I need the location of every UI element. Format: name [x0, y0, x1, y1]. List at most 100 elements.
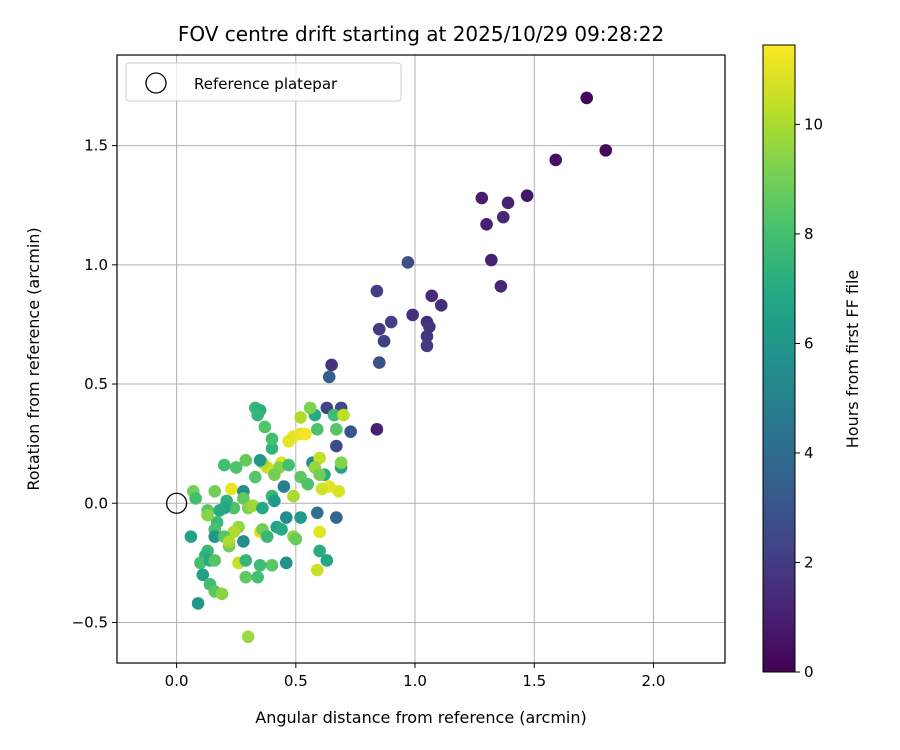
data-point-11 [434, 299, 448, 312]
data-point-124 [194, 556, 207, 570]
data-point-100 [260, 530, 274, 543]
data-point-90 [237, 492, 250, 505]
x-axis-label: Angular distance from reference (arcmin) [255, 708, 586, 727]
data-point-4 [475, 191, 489, 205]
data-point-31 [310, 506, 324, 520]
data-point-38 [310, 423, 324, 436]
data-point-118 [208, 530, 222, 543]
data-point-2 [549, 153, 563, 167]
data-point-15 [420, 330, 434, 343]
grid-lines [117, 55, 725, 663]
data-point-28 [344, 425, 357, 439]
data-point-1 [599, 144, 613, 157]
data-point-8 [485, 253, 498, 267]
data-point-41 [337, 408, 350, 422]
data-point-56 [294, 511, 307, 524]
y-tick-label: −0.5 [72, 613, 108, 631]
reference-marker-group [165, 492, 188, 514]
data-point-127 [196, 568, 210, 582]
data-point-93 [256, 501, 269, 515]
data-point-92 [246, 499, 260, 512]
data-point-78 [268, 468, 281, 481]
data-point-30 [330, 511, 343, 524]
colorbar-tick-label: 10 [804, 115, 823, 133]
y-tick-label: 0.5 [84, 375, 108, 393]
data-point-19 [372, 322, 386, 336]
data-point-85 [239, 454, 253, 467]
x-tick-label: 2.0 [642, 672, 666, 690]
y-tick-label: 1.0 [84, 256, 108, 274]
data-point-88 [225, 482, 238, 496]
y-tick-label: 1.5 [84, 137, 108, 155]
data-point-45 [282, 434, 295, 448]
colorbar: 0 2 4 6 8 10 Hours from first FF file [762, 44, 862, 681]
data-point-68 [251, 570, 264, 584]
data-point-9 [494, 279, 508, 293]
x-tick-label: 0.0 [165, 672, 189, 690]
data-point-0 [580, 91, 594, 105]
data-point-18 [384, 315, 398, 329]
data-point-86 [229, 461, 243, 474]
data-point-25 [370, 423, 384, 436]
data-point-116 [189, 492, 202, 505]
data-point-5 [480, 217, 493, 231]
data-point-117 [184, 530, 198, 543]
data-point-40 [294, 411, 307, 424]
data-point-6 [501, 196, 515, 210]
data-point-46 [313, 451, 326, 465]
data-point-22 [372, 356, 386, 369]
data-point-81 [258, 420, 272, 434]
data-point-112 [208, 485, 222, 498]
colorbar-tick-label: 4 [804, 444, 814, 462]
data-point-69 [239, 570, 253, 584]
data-point-76 [253, 454, 267, 467]
data-point-39 [303, 401, 317, 415]
data-point-17 [370, 284, 384, 298]
data-point-23 [325, 358, 338, 372]
data-point-16 [420, 339, 434, 353]
data-point-102 [227, 525, 241, 539]
data-point-77 [248, 470, 262, 484]
legend: Reference platepar [125, 62, 402, 102]
chart-title: FOV centre drift starting at 2025/10/29 … [178, 22, 664, 46]
data-point-58 [277, 480, 291, 493]
data-point-64 [310, 563, 324, 577]
colorbar-gradient [762, 44, 796, 673]
data-point-24 [322, 370, 336, 384]
data-point-103 [237, 535, 250, 548]
legend-reference-marker [145, 72, 167, 94]
data-point-63 [320, 554, 334, 567]
data-point-114 [201, 508, 214, 522]
data-point-55 [287, 489, 300, 503]
data-point-61 [313, 525, 326, 539]
y-axis-label: Rotation from reference (arcmin) [24, 227, 43, 490]
data-point-95 [268, 494, 281, 508]
data-point-109 [213, 504, 226, 517]
data-point-131 [191, 597, 205, 610]
legend-box [125, 62, 402, 102]
data-point-44 [299, 427, 312, 441]
colorbar-tick-label: 0 [804, 663, 814, 681]
reference-platepar-marker [165, 492, 188, 514]
data-point-7 [496, 210, 510, 224]
data-point-36 [327, 408, 341, 422]
data-point-79 [265, 442, 279, 455]
data-point-130 [215, 587, 229, 601]
data-point-51 [301, 477, 315, 491]
data-point-37 [330, 423, 343, 436]
x-axis-ticks: 0.0 0.5 1.0 1.5 2.0 [165, 663, 666, 690]
data-point-20 [377, 334, 391, 348]
data-point-70 [241, 630, 255, 644]
y-tick-label: 0.0 [84, 494, 108, 512]
data-point-105 [239, 554, 253, 567]
data-point-48 [334, 456, 348, 470]
data-point-10 [425, 289, 439, 303]
data-point-80 [265, 432, 279, 446]
data-point-57 [279, 511, 293, 524]
colorbar-tick-label: 6 [804, 334, 814, 352]
y-axis-ticks: −0.5 0.0 0.5 1.0 1.5 [72, 137, 117, 631]
data-point-49 [313, 468, 326, 481]
data-point-60 [289, 532, 303, 546]
data-point-66 [265, 558, 279, 572]
